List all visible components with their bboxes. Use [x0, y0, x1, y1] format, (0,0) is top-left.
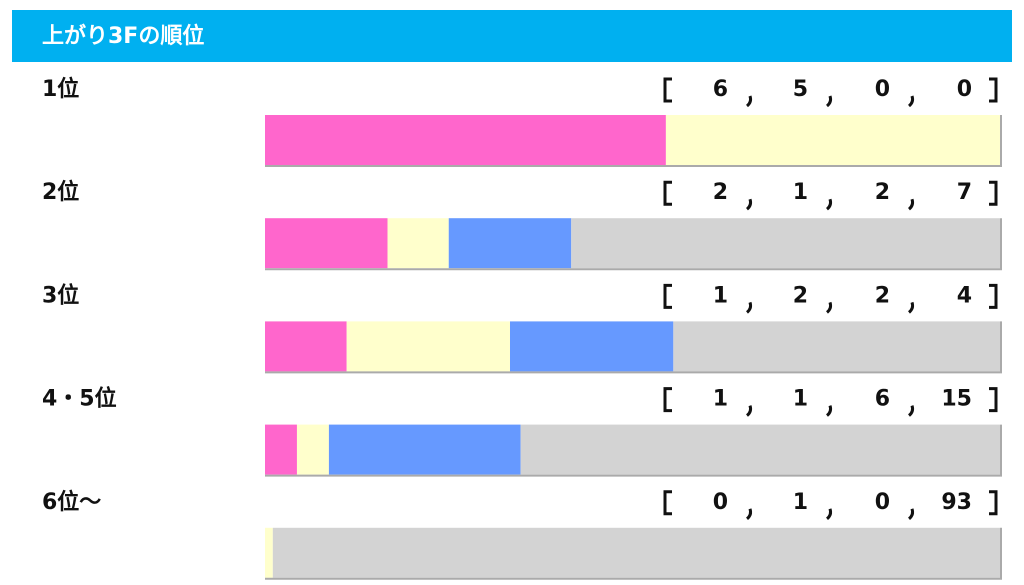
comma	[746, 301, 753, 314]
row-label: 3位	[42, 282, 79, 308]
bar-segment	[448, 218, 572, 269]
value-label: 6	[875, 387, 890, 412]
bar-segment	[673, 321, 1000, 372]
value-label: 2	[713, 180, 728, 205]
bar-segment	[265, 424, 297, 475]
bar-shadow	[265, 321, 1002, 374]
value-label: 93	[941, 490, 972, 515]
comma	[908, 198, 915, 211]
comma	[826, 198, 833, 211]
value-label: 6	[713, 77, 728, 102]
value-label: 2	[875, 180, 890, 205]
bar-segment	[265, 218, 388, 269]
bracket	[663, 490, 672, 516]
comma	[908, 301, 915, 314]
value-label: 2	[793, 283, 808, 308]
comma	[908, 405, 915, 417]
value-label: 1	[793, 180, 808, 205]
value-label: 5	[793, 77, 808, 102]
comma	[746, 95, 753, 108]
row-label: 4・5位	[42, 386, 117, 412]
value-label: 2	[875, 283, 890, 308]
bracket	[663, 283, 672, 309]
comma	[746, 508, 753, 520]
value-label: 0	[957, 77, 972, 102]
bar-segment	[510, 321, 674, 372]
bracket	[989, 283, 998, 309]
bracket	[663, 77, 672, 103]
comma	[826, 508, 833, 520]
bar-segment	[346, 321, 510, 372]
value-label: 1	[713, 387, 728, 412]
comma	[826, 405, 833, 417]
comma	[908, 95, 915, 108]
value-label: 7	[957, 180, 972, 205]
value-label: 1	[793, 490, 808, 515]
comma	[826, 95, 833, 108]
bracket	[989, 180, 998, 206]
value-label: 0	[875, 77, 890, 102]
value-label: 1	[793, 387, 808, 412]
row-label: 1位	[42, 76, 79, 102]
bar-segment	[665, 115, 1000, 165]
value-label: 0	[713, 490, 728, 515]
bracket	[663, 387, 672, 413]
bar-segment	[272, 527, 1000, 578]
bar-segment	[387, 218, 449, 269]
header-bar	[12, 10, 1012, 62]
bar-shadow	[265, 218, 1002, 271]
value-label: 4	[957, 283, 972, 308]
bar-segment	[265, 321, 347, 372]
bar-shadow	[265, 527, 1002, 580]
bracket	[663, 180, 672, 206]
row-label: 6位～	[42, 489, 101, 515]
bar-segment	[571, 218, 1000, 269]
comma	[746, 405, 753, 417]
bar-segment	[296, 424, 329, 475]
comma	[908, 508, 915, 520]
value-label: 15	[941, 387, 972, 412]
bracket	[989, 387, 998, 413]
value-label: 1	[713, 283, 728, 308]
row-label: 2位	[42, 179, 79, 205]
bracket	[989, 77, 998, 103]
bar-segment	[328, 424, 521, 475]
bar-shadow	[265, 424, 1002, 477]
bar-segment	[265, 527, 273, 578]
bar-segment	[265, 115, 666, 165]
bar-segment	[520, 424, 1000, 475]
comma	[746, 198, 753, 211]
bar-shadow	[265, 115, 1002, 167]
bracket	[989, 490, 998, 516]
comma	[826, 301, 833, 314]
chart-title: 上がり3Fの順位	[42, 23, 204, 49]
value-label: 0	[875, 490, 890, 515]
